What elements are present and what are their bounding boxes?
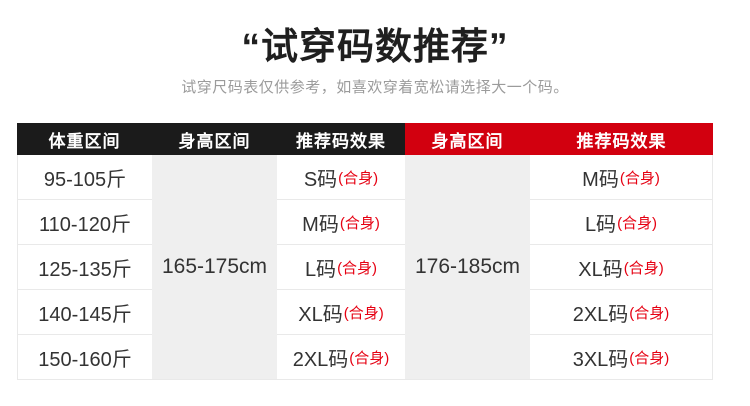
header-weight-range: 体重区间 <box>17 123 152 155</box>
fit-label: (合身) <box>339 214 380 232</box>
size-cell: L码 (合身) <box>530 200 713 245</box>
fit-label: (合身) <box>343 304 384 322</box>
weight-cell: 150-160斤 <box>17 335 152 380</box>
page-title: “试穿码数推荐” <box>241 26 509 67</box>
fit-label: (合身) <box>349 349 390 367</box>
header-recommended-size-left: 推荐码效果 <box>277 123 405 155</box>
header-height-range-right: 身高区间 <box>405 123 530 155</box>
header-height-range-left: 身高区间 <box>152 123 277 155</box>
size-cell: L码 (合身) <box>277 245 405 290</box>
size-label: 2XL码 <box>292 348 349 371</box>
page-subtitle: 试穿尺码表仅供参考，如喜欢穿着宽松请选择大一个码。 <box>181 79 569 96</box>
size-recommendation-table: 体重区间 身高区间 推荐码效果 身高区间 推荐码效果 95-105斤 110-1… <box>17 123 713 380</box>
size-cell: M码 (合身) <box>530 155 713 200</box>
fit-label: (合身) <box>629 349 670 367</box>
fit-label: (合身) <box>629 304 670 322</box>
size-cell: XL码 (合身) <box>530 245 713 290</box>
size-label: S码 <box>303 168 338 191</box>
fit-label: (合身) <box>619 169 660 187</box>
size-cell: 2XL码 (合身) <box>530 290 713 335</box>
size-cell: S码 (合身) <box>277 155 405 200</box>
size-cell: XL码 (合身) <box>277 290 405 335</box>
size-cell: 2XL码 (合身) <box>277 335 405 380</box>
size-cell: M码 (合身) <box>277 200 405 245</box>
weight-cell: 95-105斤 <box>17 155 152 200</box>
size-label: XL码 <box>298 303 343 326</box>
height-range-right-cell: 176-185cm <box>405 155 530 380</box>
size-label: M码 <box>582 168 619 191</box>
fit-label: (合身) <box>338 169 379 187</box>
fit-label: (合身) <box>337 259 378 277</box>
weight-cell: 140-145斤 <box>17 290 152 335</box>
height-range-left-cell: 165-175cm <box>152 155 277 380</box>
weight-cell: 125-135斤 <box>17 245 152 290</box>
size-label: 3XL码 <box>572 348 629 371</box>
weight-cell: 110-120斤 <box>17 200 152 245</box>
size-label: L码 <box>304 258 337 281</box>
size-label: L码 <box>584 213 617 236</box>
header-recommended-size-right: 推荐码效果 <box>530 123 713 155</box>
size-cell: 3XL码 (合身) <box>530 335 713 380</box>
size-label: XL码 <box>578 258 623 281</box>
fit-label: (合身) <box>623 259 664 277</box>
fit-label: (合身) <box>617 214 658 232</box>
size-label: M码 <box>302 213 339 236</box>
size-label: 2XL码 <box>572 303 629 326</box>
